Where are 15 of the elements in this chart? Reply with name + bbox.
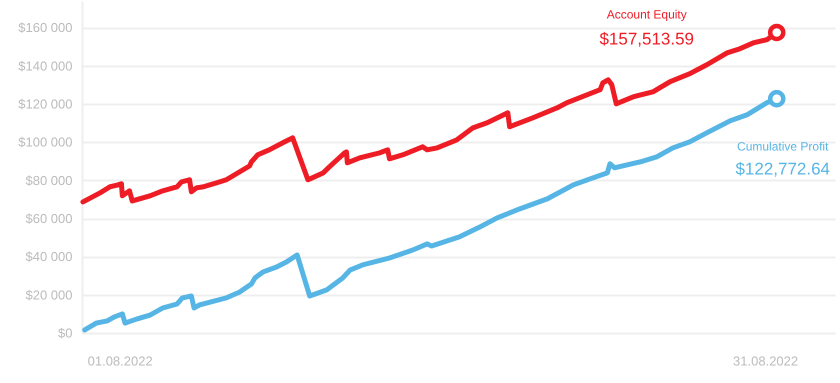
- text: Account Equity: [606, 7, 687, 22]
- y-tick-label: $140 000: [18, 58, 72, 74]
- annotation: $122,772.64: [735, 160, 830, 179]
- x-tick-label: 01.08.2022: [88, 354, 153, 368]
- y-tick-label: $80 000: [26, 172, 72, 188]
- y-tick-label: $0: [58, 326, 72, 340]
- series-label: Cumulative Profit: [737, 140, 830, 154]
- y-tick-label: $100 000: [18, 134, 72, 150]
- y-tick-label: $120 000: [18, 96, 72, 112]
- x-tick-label: 31.08.2022: [733, 354, 798, 368]
- y-tick-label: $40 000: [26, 249, 72, 264]
- y-tick-label: $20 000: [26, 287, 72, 302]
- annotation: $157,513.59: [599, 29, 694, 48]
- y-tick-label: $160 000: [18, 20, 72, 36]
- y-tick-label: $60 000: [26, 211, 72, 226]
